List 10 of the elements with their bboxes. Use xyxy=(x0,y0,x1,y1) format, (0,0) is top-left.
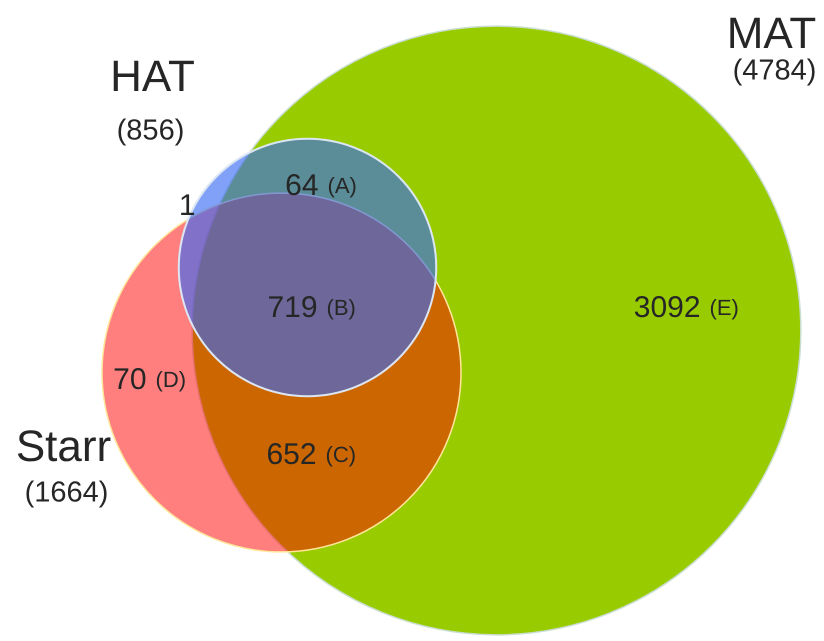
category-label: HAT xyxy=(110,52,195,101)
text: 719 (B) xyxy=(267,291,356,324)
text: 1 xyxy=(178,189,196,222)
text: 3092 (E) xyxy=(634,291,739,324)
text: 652 (C) xyxy=(266,438,356,471)
text: 64 (A) xyxy=(285,169,357,202)
data-label: (856) xyxy=(116,114,184,146)
category-label: Starr xyxy=(16,422,112,471)
text: 70 (D) xyxy=(113,363,186,396)
data-label: (1664) xyxy=(24,476,108,508)
